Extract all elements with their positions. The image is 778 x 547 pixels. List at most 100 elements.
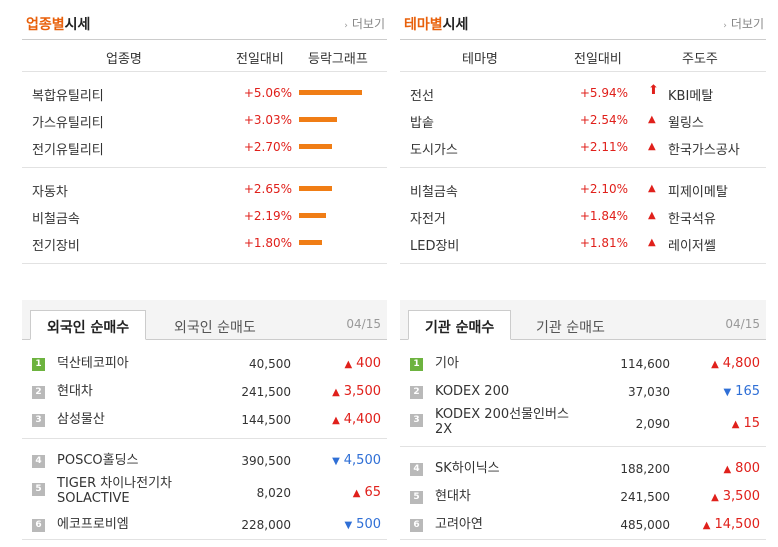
foreign-change-value: 4,400 (343, 412, 381, 427)
foreign-row[interactable]: 5 TIGER 차이나전기차 SOLACTIVE 8,020 ▲ 65 (22, 475, 387, 511)
foreign-group: 1 덕산테코피아 40,500 ▲ 400 2 현대차 241,500 ▲ 3,500 3 삼성물산 1… (22, 350, 387, 439)
institution-row[interactable]: 2 KODEX 200 37,030 ▼ 165 (400, 378, 766, 406)
theme-change: +1.81% (579, 236, 628, 250)
institution-row[interactable]: 1 기아 114,600 ▲ 4,800 (400, 350, 766, 378)
industry-row[interactable]: 비철금속 +2.19% (22, 203, 387, 230)
theme-row[interactable]: 비철금속 +2.10% ▲ 피제이메탈 (400, 176, 766, 203)
foreign-row[interactable]: 6 에코프로비엠 228,000 ▼ 500 (22, 511, 387, 539)
col-graph: 등락그래프 (308, 52, 368, 67)
triangle-up-icon: ▲ (648, 237, 656, 248)
tab-institution-buy[interactable]: 기관 순매수 (408, 310, 512, 340)
theme-name[interactable]: 자전거 (410, 212, 446, 227)
theme-row[interactable]: 전선 +5.94% ⬆ KBI메탈 (400, 80, 766, 107)
theme-name[interactable]: 전선 (410, 89, 434, 104)
industry-title[interactable]: 업종별시세 (26, 17, 91, 33)
industry-row[interactable]: 전기장비 +1.80% (22, 230, 387, 257)
foreign-change: ▲ 400 (344, 356, 381, 371)
foreign-price: 8,020 (256, 486, 291, 500)
institution-stock-name[interactable]: 고려아연 (435, 517, 483, 532)
industry-row[interactable]: 자동차 +2.65% (22, 176, 387, 203)
foreign-stock-name[interactable]: POSCO홀딩스 (57, 453, 139, 468)
theme-leader-stock[interactable]: KBI메탈 (668, 89, 714, 104)
triangle-up-icon: ▲ (648, 183, 656, 194)
theme-leader-stock[interactable]: 한국가스공사 (668, 143, 740, 158)
industry-name[interactable]: 자동차 (32, 185, 68, 200)
foreign-stock-name[interactable]: 현대차 (57, 384, 93, 399)
tab-institution-sell[interactable]: 기관 순매도 (536, 320, 605, 336)
foreign-price: 40,500 (249, 357, 291, 371)
col-theme-name: 테마명 (462, 52, 498, 67)
foreign-row[interactable]: 1 덕산테코피아 40,500 ▲ 400 (22, 350, 387, 378)
tab-foreign-sell[interactable]: 외국인 순매도 (174, 320, 256, 336)
triangle-up-icon: ▲ (352, 488, 361, 499)
chevron-right-icon: › (723, 21, 727, 31)
theme-name[interactable]: LED장비 (410, 239, 460, 254)
industry-name[interactable]: 비철금속 (32, 212, 80, 227)
rank-badge: 3 (410, 414, 423, 427)
industry-name[interactable]: 복합유틸리티 (32, 89, 104, 104)
foreign-stock-name[interactable]: 덕산테코피아 (57, 356, 129, 371)
industry-header: 업종별시세 › 더보기 (22, 8, 387, 40)
industry-change: +1.80% (243, 236, 292, 250)
institution-row[interactable]: 6 고려아연 485,000 ▲ 14,500 (400, 511, 766, 539)
triangle-up-icon: ▲ (711, 492, 719, 503)
theme-column-header: 테마명 전일대비 주도주 (400, 40, 766, 72)
institution-row[interactable]: 3 KODEX 200선물인버스 2X 2,090 ▲ 15 (400, 406, 766, 442)
theme-more-link[interactable]: › 더보기 (723, 17, 764, 31)
industry-row[interactable]: 가스유틸리티 +3.03% (22, 107, 387, 134)
theme-leader-stock[interactable]: 레이저쎌 (668, 239, 716, 254)
triangle-up-icon: ▲ (711, 359, 719, 370)
institution-row[interactable]: 5 현대차 241,500 ▲ 3,500 (400, 483, 766, 511)
theme-name[interactable]: 밥솥 (410, 116, 434, 131)
institution-stock-name[interactable]: 기아 (435, 356, 459, 371)
theme-leader-stock[interactable]: 피제이메탈 (668, 185, 728, 200)
theme-name[interactable]: 도시가스 (410, 143, 458, 158)
institution-date: 04/15 (725, 317, 760, 331)
theme-row[interactable]: 자전거 +1.84% ▲ 한국석유 (400, 203, 766, 230)
theme-row[interactable]: LED장비 +1.81% ▲ 레이저쎌 (400, 230, 766, 257)
industry-bar (299, 213, 326, 218)
foreign-row[interactable]: 4 POSCO홀딩스 390,500 ▼ 4,500 (22, 447, 387, 475)
triangle-down-icon: ▼ (723, 387, 732, 398)
foreign-stock-name[interactable]: 삼성물산 (57, 412, 105, 427)
institution-stock-name[interactable]: KODEX 200선물인버스 2X (435, 407, 569, 437)
theme-row[interactable]: 도시가스 +2.11% ▲ 한국가스공사 (400, 134, 766, 161)
foreign-row[interactable]: 2 현대차 241,500 ▲ 3,500 (22, 378, 387, 406)
industry-name[interactable]: 가스유틸리티 (32, 116, 104, 131)
institution-price: 114,600 (620, 357, 670, 371)
foreign-price: 241,500 (241, 385, 291, 399)
foreign-stock-name[interactable]: TIGER 차이나전기차 SOLACTIVE (57, 476, 172, 506)
institution-stock-name[interactable]: SK하이닉스 (435, 461, 500, 476)
theme-row[interactable]: 밥솥 +2.54% ▲ 윌링스 (400, 107, 766, 134)
institution-change: ▲ 800 (723, 461, 760, 476)
theme-name[interactable]: 비철금속 (410, 185, 458, 200)
institution-change: ▲ 14,500 (703, 517, 760, 532)
industry-group: 복합유틸리티 +5.06% 가스유틸리티 +3.03% 전기유틸리티 +2.70% (22, 72, 387, 168)
industry-name[interactable]: 전기장비 (32, 239, 80, 254)
theme-leader-stock[interactable]: 한국석유 (668, 212, 716, 227)
triangle-up-icon: ▲ (702, 520, 711, 531)
theme-title[interactable]: 테마별시세 (404, 17, 469, 33)
institution-row[interactable]: 4 SK하이닉스 188,200 ▲ 800 (400, 455, 766, 483)
industry-name[interactable]: 전기유틸리티 (32, 143, 104, 158)
industry-more-link[interactable]: › 더보기 (344, 17, 385, 31)
institution-price: 37,030 (628, 385, 670, 399)
foreign-group: 4 POSCO홀딩스 390,500 ▼ 4,500 5 TIGER 차이나전기차 SOLA… (22, 439, 387, 540)
theme-leader-stock[interactable]: 윌링스 (668, 116, 704, 131)
foreign-stock-name[interactable]: 에코프로비엠 (57, 517, 129, 532)
industry-row[interactable]: 전기유틸리티 +2.70% (22, 134, 387, 161)
tab-foreign-buy[interactable]: 외국인 순매수 (30, 310, 147, 340)
institution-stock-name[interactable]: 현대차 (435, 489, 471, 504)
triangle-up-icon: ▲ (648, 141, 656, 152)
institution-group: 4 SK하이닉스 188,200 ▲ 800 5 현대차 241,500 ▲ 3,500 6 고려아연… (400, 447, 766, 540)
industry-change: +3.03% (243, 113, 292, 127)
rank-badge: 4 (32, 455, 45, 468)
theme-group: 비철금속 +2.10% ▲ 피제이메탈 자전거 +1.84% ▲ 한국석유 LED장비 +1.81… (400, 168, 766, 264)
industry-row[interactable]: 복합유틸리티 +5.06% (22, 80, 387, 107)
foreign-row[interactable]: 3 삼성물산 144,500 ▲ 4,400 (22, 406, 387, 434)
rank-badge: 3 (32, 414, 45, 427)
institution-stock-name[interactable]: KODEX 200 (435, 384, 510, 399)
industry-panel: 업종별시세 › 더보기 업종명 전일대비 등락그래프 복합유틸리티 +5.06% 가스… (22, 8, 387, 264)
institution-change-value: 4,800 (722, 356, 760, 371)
industry-column-header: 업종명 전일대비 등락그래프 (22, 40, 387, 72)
